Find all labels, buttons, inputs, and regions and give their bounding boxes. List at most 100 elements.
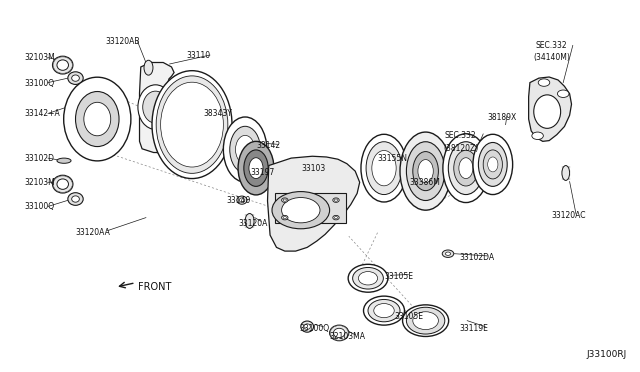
Ellipse shape [534,95,561,128]
Ellipse shape [459,158,473,179]
Ellipse shape [76,92,119,147]
Ellipse shape [368,299,400,322]
Ellipse shape [282,215,288,220]
Ellipse shape [406,307,445,334]
Ellipse shape [236,135,255,164]
Ellipse shape [72,75,79,81]
Ellipse shape [152,71,232,179]
Ellipse shape [57,179,68,189]
Text: 33103: 33103 [301,164,326,173]
Ellipse shape [334,217,338,219]
Text: J33100RJ: J33100RJ [587,350,627,359]
Ellipse shape [557,90,569,97]
Text: FRONT: FRONT [138,282,171,292]
Ellipse shape [245,214,254,228]
Ellipse shape [333,198,339,202]
Text: 32103MA: 32103MA [329,332,365,341]
Ellipse shape [418,160,433,183]
Ellipse shape [157,140,166,154]
Text: 38343Y: 38343Y [204,109,232,118]
Ellipse shape [84,102,111,136]
Text: 33100Q: 33100Q [24,79,54,88]
Text: 33197: 33197 [251,169,275,177]
Ellipse shape [249,158,263,179]
Ellipse shape [238,141,274,195]
Ellipse shape [372,150,396,186]
Ellipse shape [400,132,451,210]
Polygon shape [275,193,346,223]
Ellipse shape [144,60,153,75]
Ellipse shape [483,150,502,179]
Ellipse shape [68,72,83,84]
Polygon shape [140,62,174,153]
Ellipse shape [72,196,79,202]
Ellipse shape [454,150,478,186]
Text: 32103M: 32103M [24,178,55,187]
Text: 33120AB: 33120AB [106,37,140,46]
Text: 33105E: 33105E [384,272,413,280]
Ellipse shape [403,305,449,336]
Text: 33110: 33110 [186,51,211,60]
Ellipse shape [156,76,228,173]
Ellipse shape [68,193,83,205]
Ellipse shape [52,175,73,193]
Text: 33105E: 33105E [394,312,423,321]
Text: SEC.332: SEC.332 [536,41,568,50]
Ellipse shape [143,91,168,123]
Ellipse shape [334,199,338,201]
Text: 33100Q: 33100Q [24,202,54,211]
Ellipse shape [374,304,394,318]
Ellipse shape [488,157,498,172]
Text: 33140: 33140 [227,196,251,205]
Ellipse shape [57,60,68,70]
Ellipse shape [562,166,570,180]
Text: SEC.332: SEC.332 [445,131,477,140]
Ellipse shape [532,132,543,140]
Ellipse shape [333,215,339,220]
Ellipse shape [442,250,454,257]
Ellipse shape [473,134,513,195]
Text: 33102DA: 33102DA [460,253,495,262]
Text: 33155N: 33155N [378,154,408,163]
Text: (34140M): (34140M) [533,53,570,62]
Ellipse shape [348,264,388,292]
Ellipse shape [361,134,407,202]
Ellipse shape [358,272,378,285]
Text: 32103M: 32103M [24,53,55,62]
Ellipse shape [413,312,438,330]
Ellipse shape [538,79,550,86]
Ellipse shape [223,117,267,182]
Ellipse shape [366,142,402,195]
Ellipse shape [282,198,288,202]
Ellipse shape [282,198,320,223]
Ellipse shape [283,199,287,201]
Text: 33119E: 33119E [460,324,488,333]
Ellipse shape [333,328,345,338]
Ellipse shape [443,134,489,202]
Ellipse shape [406,142,445,201]
Text: 33120A: 33120A [238,219,268,228]
Ellipse shape [239,198,244,202]
Ellipse shape [283,217,287,219]
Polygon shape [529,77,572,141]
Ellipse shape [413,151,438,190]
Ellipse shape [479,142,508,186]
Ellipse shape [237,196,247,204]
Ellipse shape [52,56,73,74]
Ellipse shape [301,321,314,332]
Ellipse shape [330,325,349,341]
Ellipse shape [244,150,268,186]
Ellipse shape [64,77,131,161]
Text: 38189X: 38189X [488,113,517,122]
Text: 33386M: 33386M [410,178,440,187]
Ellipse shape [448,142,484,195]
Text: 33102D: 33102D [24,154,54,163]
Ellipse shape [138,85,173,129]
Ellipse shape [353,267,383,289]
Text: 33142+A: 33142+A [24,109,60,118]
Ellipse shape [304,324,310,330]
Text: 33120AC: 33120AC [552,211,586,219]
Polygon shape [268,156,360,251]
Text: 33120AA: 33120AA [76,228,110,237]
Ellipse shape [230,126,260,173]
